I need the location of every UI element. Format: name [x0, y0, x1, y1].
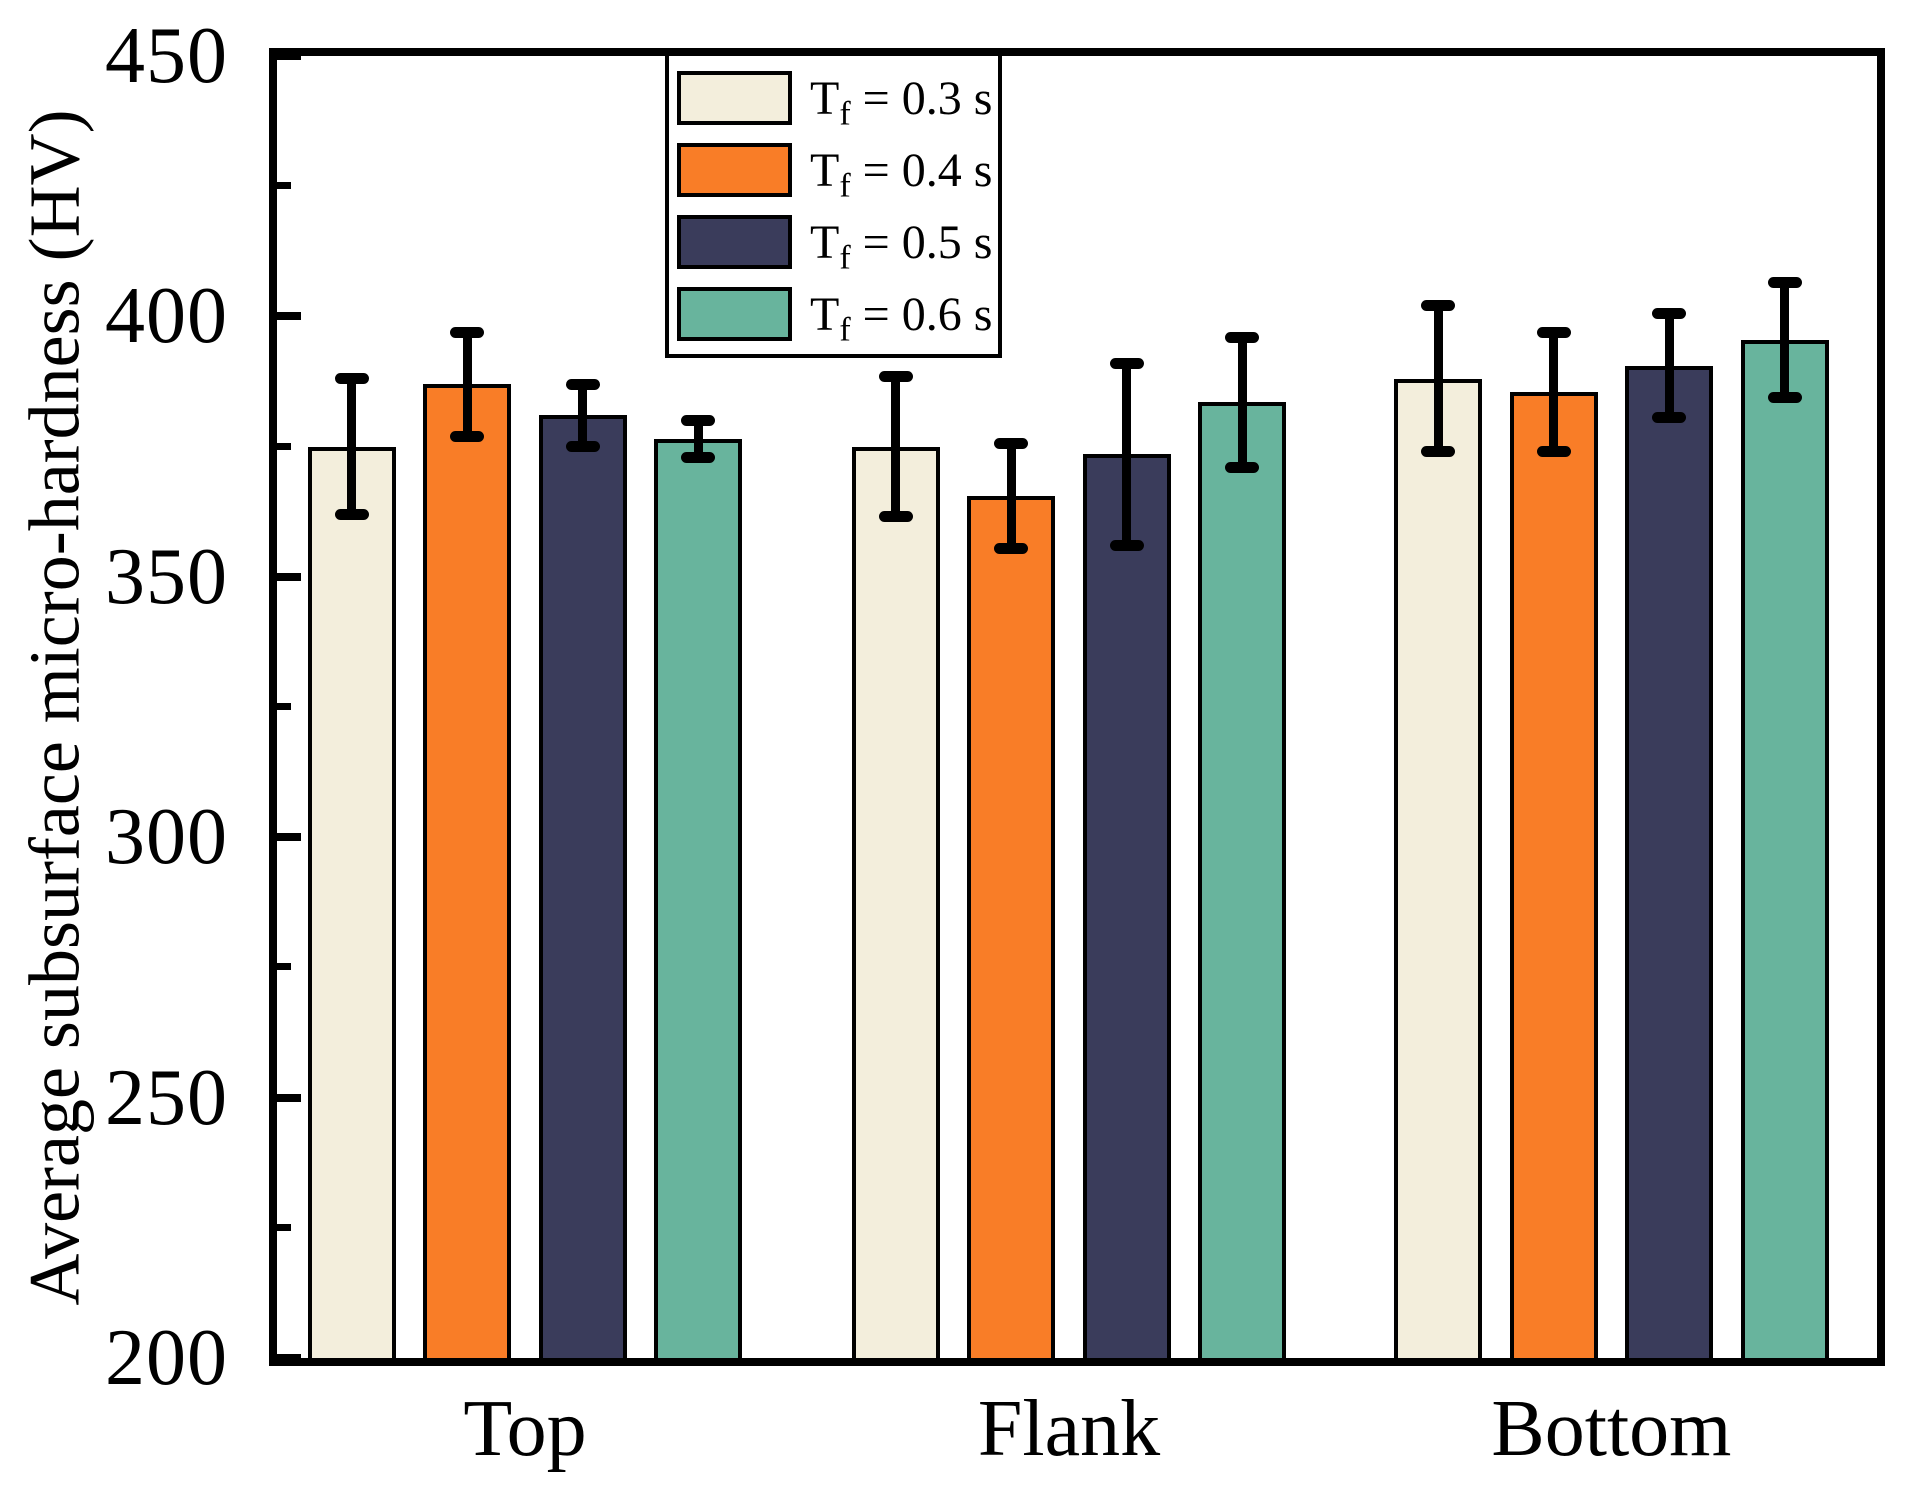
legend-row-tf-0.6-s: Tf = 0.6 s — [669, 278, 998, 350]
legend-row-tf-0.5-s: Tf = 0.5 s — [669, 206, 998, 278]
bar-bottom-tf-0.6-s — [1740, 339, 1829, 1358]
error-bar-bottom-tf-0.5-s — [1664, 313, 1674, 418]
error-bar-top-tf-0.4-s — [462, 332, 472, 437]
error-bar-bottom-tf-0.4-s — [1549, 332, 1559, 452]
legend-label-value: = 0.6 s — [850, 287, 993, 341]
y-tick-label-350: 350 — [105, 532, 228, 621]
legend-label-tf-0.4-s: Tf = 0.4 s — [810, 143, 993, 203]
legend-label-value: = 0.5 s — [850, 215, 993, 269]
legend-label-value: = 0.4 s — [850, 143, 993, 197]
error-cap-lower-bottom-tf-0.4-s — [1536, 446, 1571, 458]
legend-label-symbol: T — [810, 71, 840, 125]
legend-label-symbol: T — [810, 287, 840, 341]
y-axis-tick-labels: 200 250 300 350 400 450 — [0, 0, 228, 1487]
bar-flank-tf-0.4-s — [967, 496, 1056, 1358]
y-major-tick-300 — [277, 833, 301, 842]
error-cap-lower-bottom-tf-0.3-s — [1421, 446, 1456, 458]
error-bar-flank-tf-0.4-s — [1006, 443, 1016, 549]
error-cap-upper-bottom-tf-0.5-s — [1652, 308, 1687, 320]
error-bar-bottom-tf-0.6-s — [1780, 282, 1790, 398]
legend-swatch-tf-0.3-s — [677, 71, 792, 125]
bar-flank-tf-0.6-s — [1198, 402, 1287, 1358]
legend-swatch-tf-0.6-s — [677, 287, 792, 341]
y-tick-label-450: 450 — [105, 12, 228, 100]
error-cap-lower-flank-tf-0.5-s — [1109, 540, 1144, 552]
x-category-label-top: Top — [463, 1385, 587, 1473]
y-minor-tick-425 — [277, 182, 291, 190]
error-cap-upper-top-tf-0.3-s — [334, 373, 369, 385]
legend-label-subscript: f — [839, 167, 851, 205]
y-minor-tick-275 — [277, 963, 291, 971]
y-major-tick-200 — [277, 1354, 301, 1362]
legend-label-tf-0.3-s: Tf = 0.3 s — [810, 71, 993, 131]
legend-swatch-tf-0.5-s — [677, 215, 792, 269]
legend-label-subscript: f — [839, 239, 851, 277]
y-tick-label-200: 200 — [105, 1314, 228, 1402]
y-major-tick-250 — [277, 1093, 301, 1102]
error-cap-upper-flank-tf-0.3-s — [878, 370, 913, 382]
y-tick-label-300: 300 — [105, 793, 228, 882]
error-cap-lower-flank-tf-0.6-s — [1225, 461, 1260, 473]
legend-box: Tf = 0.3 s Tf = 0.4 s Tf = 0.5 s Tf = 0.6 s — [665, 52, 1002, 358]
x-category-label-flank: Flank — [977, 1385, 1161, 1473]
legend-swatch-tf-0.4-s — [677, 143, 792, 197]
legend-row-tf-0.4-s: Tf = 0.4 s — [669, 134, 998, 206]
error-bar-top-tf-0.6-s — [693, 420, 703, 457]
error-cap-lower-top-tf-0.6-s — [681, 451, 716, 463]
error-cap-upper-bottom-tf-0.3-s — [1421, 300, 1456, 312]
error-bar-bottom-tf-0.3-s — [1433, 305, 1443, 452]
error-cap-upper-bottom-tf-0.4-s — [1536, 326, 1571, 338]
y-tick-label-250: 250 — [105, 1053, 228, 1142]
legend-row-tf-0.3-s: Tf = 0.3 s — [669, 62, 998, 134]
legend-label-subscript: f — [839, 95, 851, 133]
error-cap-upper-flank-tf-0.6-s — [1225, 331, 1260, 343]
error-bar-top-tf-0.3-s — [347, 378, 357, 515]
error-cap-upper-bottom-tf-0.6-s — [1767, 277, 1802, 289]
error-cap-lower-top-tf-0.3-s — [334, 508, 369, 520]
legend-label-tf-0.5-s: Tf = 0.5 s — [810, 215, 993, 275]
y-major-tick-350 — [277, 572, 301, 581]
bar-bottom-tf-0.5-s — [1625, 365, 1714, 1358]
error-bar-flank-tf-0.6-s — [1237, 337, 1247, 468]
error-cap-upper-top-tf-0.6-s — [681, 415, 716, 427]
y-major-tick-450 — [277, 52, 301, 60]
legend-label-symbol: T — [810, 143, 840, 197]
error-cap-lower-top-tf-0.4-s — [450, 430, 485, 442]
error-cap-lower-bottom-tf-0.6-s — [1767, 391, 1802, 403]
error-bar-top-tf-0.5-s — [578, 384, 588, 447]
error-cap-lower-flank-tf-0.4-s — [994, 542, 1029, 554]
bar-flank-tf-0.3-s — [851, 446, 940, 1358]
legend-label-value: = 0.3 s — [850, 71, 993, 125]
bar-flank-tf-0.5-s — [1082, 454, 1171, 1358]
y-minor-tick-375 — [277, 442, 291, 450]
error-bar-flank-tf-0.3-s — [891, 376, 901, 517]
bar-bottom-tf-0.3-s — [1394, 378, 1483, 1358]
error-cap-lower-bottom-tf-0.5-s — [1652, 412, 1687, 424]
y-tick-label-400: 400 — [105, 272, 228, 361]
legend-label-symbol: T — [810, 215, 840, 269]
error-cap-upper-top-tf-0.5-s — [565, 378, 600, 390]
bar-top-tf-0.6-s — [654, 438, 743, 1358]
y-major-tick-400 — [277, 312, 301, 321]
error-cap-upper-flank-tf-0.5-s — [1109, 357, 1144, 369]
bar-top-tf-0.5-s — [538, 415, 627, 1358]
legend-label-tf-0.6-s: Tf = 0.6 s — [810, 287, 993, 347]
error-bar-flank-tf-0.5-s — [1122, 363, 1132, 546]
x-category-label-bottom: Bottom — [1491, 1385, 1732, 1473]
error-cap-lower-top-tf-0.5-s — [565, 441, 600, 453]
error-cap-lower-flank-tf-0.3-s — [878, 511, 913, 523]
y-minor-tick-325 — [277, 703, 291, 710]
error-cap-upper-flank-tf-0.4-s — [994, 438, 1029, 450]
error-cap-upper-top-tf-0.4-s — [450, 326, 485, 338]
bar-top-tf-0.3-s — [307, 446, 396, 1358]
bar-top-tf-0.4-s — [423, 384, 512, 1358]
plot-frame — [269, 48, 1885, 1366]
bar-bottom-tf-0.4-s — [1509, 391, 1598, 1358]
y-minor-tick-225 — [277, 1223, 291, 1231]
legend-label-subscript: f — [839, 311, 851, 349]
